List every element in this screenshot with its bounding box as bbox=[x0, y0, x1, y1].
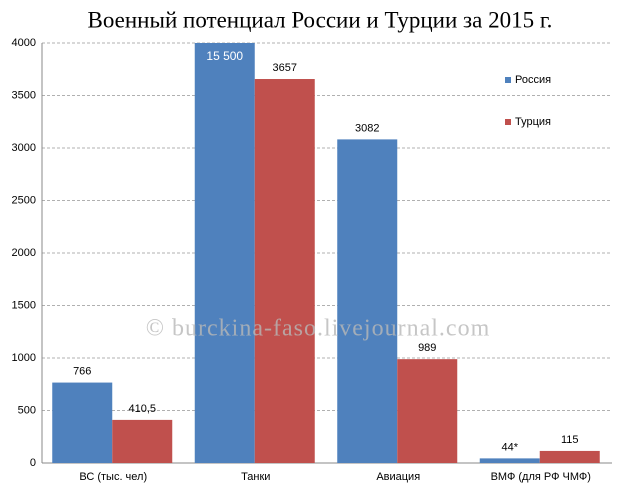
legend-label: Россия bbox=[515, 74, 551, 86]
y-tick-label: 1000 bbox=[12, 352, 36, 364]
y-tick-label: 500 bbox=[18, 404, 36, 416]
value-label: 989 bbox=[418, 342, 436, 354]
y-tick-label: 2000 bbox=[12, 247, 36, 259]
chart-title: Военный потенциал России и Турции за 201… bbox=[88, 7, 553, 32]
y-tick-label: 2500 bbox=[12, 194, 36, 206]
bar bbox=[52, 382, 113, 463]
bar bbox=[479, 458, 540, 463]
bar bbox=[539, 450, 600, 463]
x-tick-label: ВМФ (для РФ ЧМФ) bbox=[491, 471, 591, 483]
value-label: 3657 bbox=[273, 62, 297, 74]
bar bbox=[194, 43, 255, 463]
y-tick-label: 3500 bbox=[12, 89, 36, 101]
value-label: 44* bbox=[501, 441, 518, 453]
grid bbox=[41, 42, 612, 464]
legend-swatch bbox=[505, 77, 511, 83]
value-label: 115 bbox=[561, 434, 579, 446]
x-tick-label: ВС (тыс. чел) bbox=[79, 471, 147, 483]
bar bbox=[397, 359, 458, 463]
labels: 0 500 1000 1500 2000 2500 3000 3500 4000 ВС (тыс.… bbox=[12, 37, 591, 483]
bar bbox=[112, 419, 173, 463]
x-tick-label: Танки bbox=[241, 471, 270, 483]
watermark: © burckina-faso.livejournal.com bbox=[146, 316, 490, 342]
legend-label: Турция bbox=[515, 116, 551, 128]
y-tick-label: 3000 bbox=[12, 142, 36, 154]
value-label: 766 bbox=[73, 365, 91, 377]
value-label: 3082 bbox=[355, 122, 379, 134]
bars bbox=[52, 43, 600, 463]
legend-swatch bbox=[505, 119, 511, 125]
y-tick-label: 1500 bbox=[12, 299, 36, 311]
bar bbox=[337, 139, 398, 463]
value-label: 15 500 bbox=[206, 49, 243, 63]
y-tick-label: 4000 bbox=[12, 37, 36, 49]
bar bbox=[254, 79, 315, 463]
value-label: 410,5 bbox=[128, 403, 156, 415]
x-tick-label: Авиация bbox=[376, 471, 420, 483]
y-tick-label: 0 bbox=[30, 457, 36, 469]
